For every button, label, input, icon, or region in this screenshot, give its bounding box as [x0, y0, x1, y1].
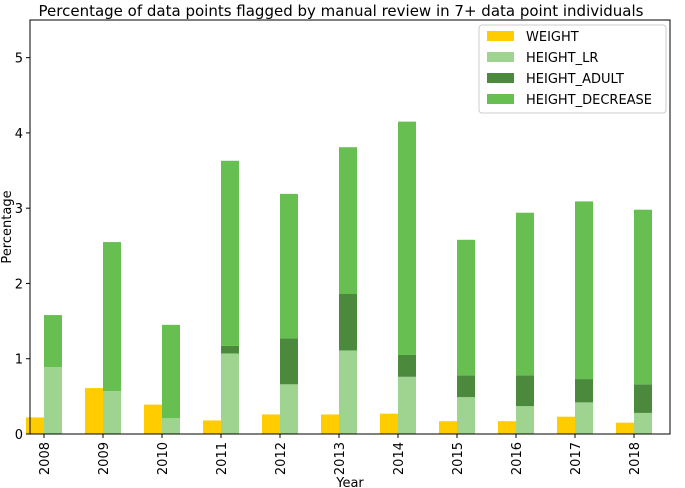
bar-weight-2015	[439, 421, 457, 434]
x-axis-ticks: 2008 2009 2010 2011 2012 2013 2014 2015 2016 2017…	[38, 434, 643, 475]
bar-height-decrease-2012	[280, 193, 298, 339]
bar-height-decrease-2017	[575, 201, 593, 380]
x-tick-label: 2017	[569, 442, 584, 475]
legend-label: HEIGHT_DECREASE	[526, 93, 652, 108]
legend-label: WEIGHT	[526, 30, 579, 45]
y-tick-label: 5	[15, 52, 23, 67]
bar-height-decrease-2018	[634, 209, 652, 385]
bar-height-lr-2013	[339, 350, 357, 434]
bar-weight-2016	[498, 421, 516, 434]
bar-weight-2010	[144, 404, 162, 434]
y-tick-label: 1	[15, 353, 23, 368]
bar-height-lr-2015	[457, 397, 475, 434]
legend-swatch	[487, 73, 514, 83]
bar-height-decrease-2009	[103, 242, 121, 392]
legend-swatch	[487, 94, 514, 104]
bar-height-lr-2011	[221, 353, 239, 434]
bar-height-decrease-2015	[457, 239, 475, 376]
x-tick-label: 2008	[38, 442, 53, 475]
x-tick-label: 2018	[628, 442, 643, 475]
legend-swatch	[487, 52, 514, 62]
bar-height-decrease-2011	[221, 160, 239, 346]
bar-height-lr-2009	[103, 391, 121, 434]
bar-weight-2013	[321, 414, 339, 434]
bar-height-adult-2011	[221, 345, 239, 354]
x-axis-label: Year	[335, 476, 364, 488]
legend-box	[478, 24, 667, 114]
x-tick-label: 2010	[156, 442, 171, 475]
bar-height-lr-2017	[575, 402, 593, 434]
legend-swatch	[487, 31, 514, 41]
bar-weight-2014	[380, 413, 398, 434]
x-tick-label: 2015	[451, 442, 466, 475]
plot-area-frame	[29, 19, 671, 435]
bar-height-adult-2015	[457, 375, 475, 398]
bar-height-decrease-2013	[339, 147, 357, 294]
y-tick-label: 2	[15, 277, 23, 292]
x-tick-label: 2012	[274, 442, 289, 475]
bar-height-lr-2012	[280, 384, 298, 434]
x-tick-label: 2011	[215, 442, 230, 475]
legend: WEIGHT HEIGHT_LR HEIGHT_ADULT HEIGHT_DECREA…	[478, 24, 667, 114]
bar-height-lr-2014	[398, 376, 416, 434]
y-tick-label: 0	[15, 428, 23, 443]
y-axis-ticks: 0 1 2 3 4 5	[15, 52, 30, 443]
bar-height-adult-2016	[516, 375, 534, 407]
bar-height-lr-2018	[634, 412, 652, 434]
bar-height-decrease-2008	[44, 315, 62, 368]
y-axis-label: Percentage	[0, 190, 15, 263]
bar-weight-2017	[557, 416, 575, 434]
bar-weight-2008	[26, 417, 44, 434]
y-tick-label: 4	[15, 127, 23, 142]
bar-height-lr-2010	[162, 418, 180, 434]
bar-weight-2018	[616, 422, 634, 434]
bar-height-decrease-2014	[398, 121, 416, 355]
x-tick-label: 2009	[97, 442, 112, 475]
chart-title: Percentage of data points flagged by man…	[39, 2, 644, 20]
bar-height-decrease-2016	[516, 212, 534, 376]
bar-height-adult-2013	[339, 293, 357, 351]
bar-height-adult-2018	[634, 384, 652, 413]
x-tick-label: 2013	[333, 442, 348, 475]
bars	[26, 121, 652, 434]
legend-label: HEIGHT_LR	[526, 51, 598, 66]
bar-height-adult-2014	[398, 354, 416, 377]
y-tick-label: 3	[15, 202, 23, 217]
bar-height-decrease-2010	[162, 324, 180, 419]
bar-height-adult-2012	[280, 338, 298, 385]
bar-weight-2009	[85, 388, 103, 434]
bar-height-adult-2017	[575, 379, 593, 403]
legend-label: HEIGHT_ADULT	[526, 72, 624, 87]
bar-weight-2012	[262, 414, 280, 434]
bar-weight-2011	[203, 420, 221, 434]
bar-height-lr-2008	[44, 367, 62, 434]
bar-height-lr-2016	[516, 406, 534, 434]
x-tick-label: 2016	[510, 442, 525, 475]
x-tick-label: 2014	[392, 442, 407, 475]
